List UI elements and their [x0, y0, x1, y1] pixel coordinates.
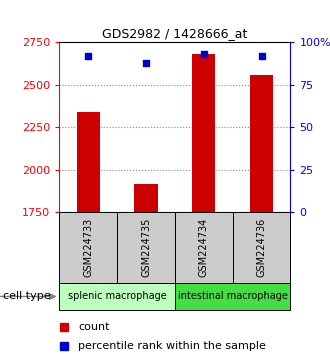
Text: splenic macrophage: splenic macrophage	[68, 291, 167, 302]
Text: GSM224734: GSM224734	[199, 218, 209, 278]
Bar	[175, 283, 290, 310]
Point	[143, 60, 148, 66]
Point	[259, 53, 264, 59]
Text: cell type: cell type	[3, 291, 51, 302]
Text: GSM224736: GSM224736	[256, 218, 267, 278]
Point	[201, 52, 207, 57]
Bar	[192, 55, 215, 212]
Point	[85, 53, 91, 59]
Text: GSM224733: GSM224733	[83, 218, 93, 278]
Text: count: count	[78, 321, 109, 332]
Text: percentile rank within the sample: percentile rank within the sample	[78, 341, 266, 351]
Title: GDS2982 / 1428666_at: GDS2982 / 1428666_at	[102, 27, 248, 40]
Bar	[59, 283, 175, 310]
Bar	[250, 75, 273, 212]
Bar	[59, 212, 117, 283]
Bar	[77, 112, 100, 212]
Text: GSM224735: GSM224735	[141, 218, 151, 278]
Bar	[117, 212, 175, 283]
Bar	[175, 212, 233, 283]
Bar	[233, 212, 290, 283]
Bar	[135, 183, 158, 212]
Text: intestinal macrophage: intestinal macrophage	[178, 291, 287, 302]
